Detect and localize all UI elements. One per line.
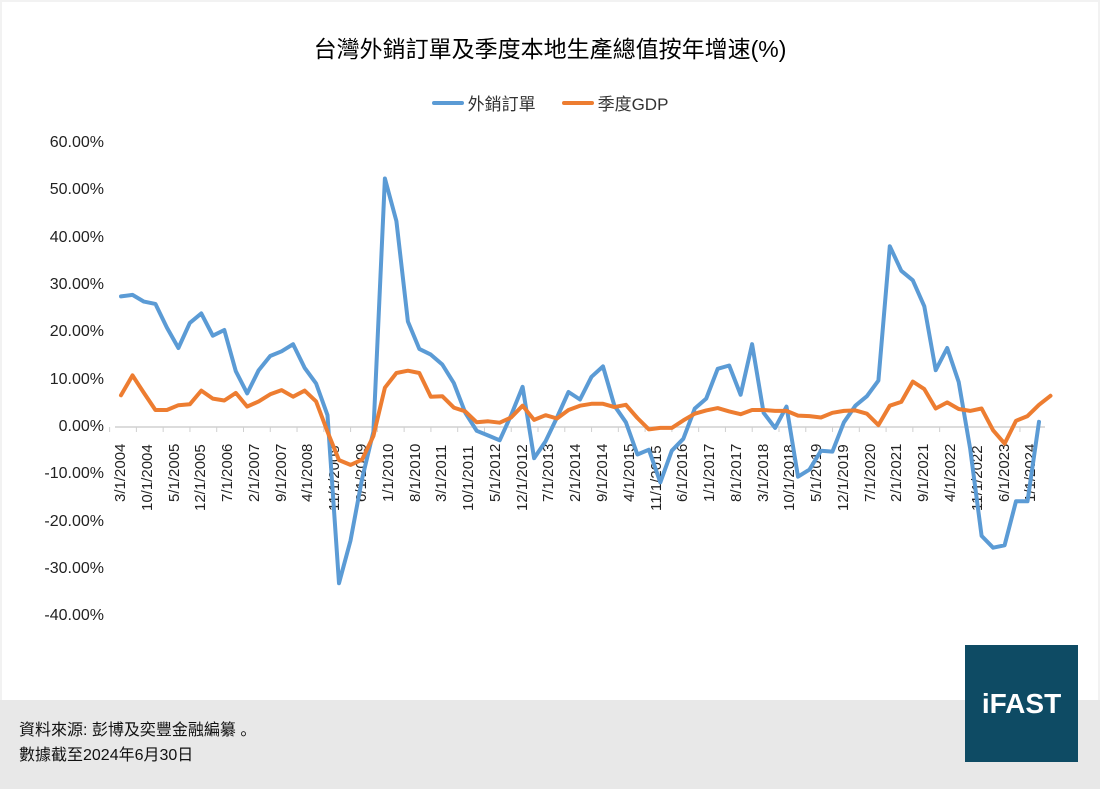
- y-tick-label: 30.00%: [49, 276, 104, 293]
- legend-label: 外銷訂單: [467, 95, 536, 114]
- legend-swatch-orange: [561, 100, 594, 105]
- y-tick-label: 10.00%: [49, 370, 104, 388]
- footer-band: [0, 700, 1100, 789]
- legend-label: 季度GDP: [597, 95, 669, 114]
- y-tick-label: 20.00%: [49, 323, 104, 341]
- logo-text: iFAST: [981, 687, 1062, 719]
- y-tick-label: -10.00%: [44, 465, 104, 483]
- legend-item-gdp: 季度GDP: [561, 90, 669, 115]
- legend-swatch-blue: [431, 100, 464, 105]
- source-note: 資料來源: 彭博及奕豐金融編纂 。: [19, 722, 257, 739]
- as-of-note: 數據截至2024年6月30日: [19, 747, 194, 764]
- y-tick-label: 60.00%: [49, 134, 104, 152]
- y-tick-label: -30.00%: [44, 559, 104, 577]
- y-tick-label: -20.00%: [44, 512, 104, 530]
- y-tick-label: 0.00%: [58, 418, 104, 435]
- legend: 外銷訂單 季度GDP: [0, 90, 1100, 115]
- y-tick-label: 50.00%: [49, 181, 104, 199]
- y-tick-label: 40.00%: [49, 228, 104, 246]
- ifast-logo: iFAST: [965, 645, 1078, 762]
- export-orders-line: [119, 176, 1041, 586]
- legend-item-export-orders: 外銷訂單: [431, 90, 536, 115]
- y-tick-label: -40.00%: [44, 607, 104, 625]
- gdp-line: [119, 368, 1053, 467]
- chart-title: 台灣外銷訂單及季度本地生產總值按年增速(%): [313, 36, 787, 62]
